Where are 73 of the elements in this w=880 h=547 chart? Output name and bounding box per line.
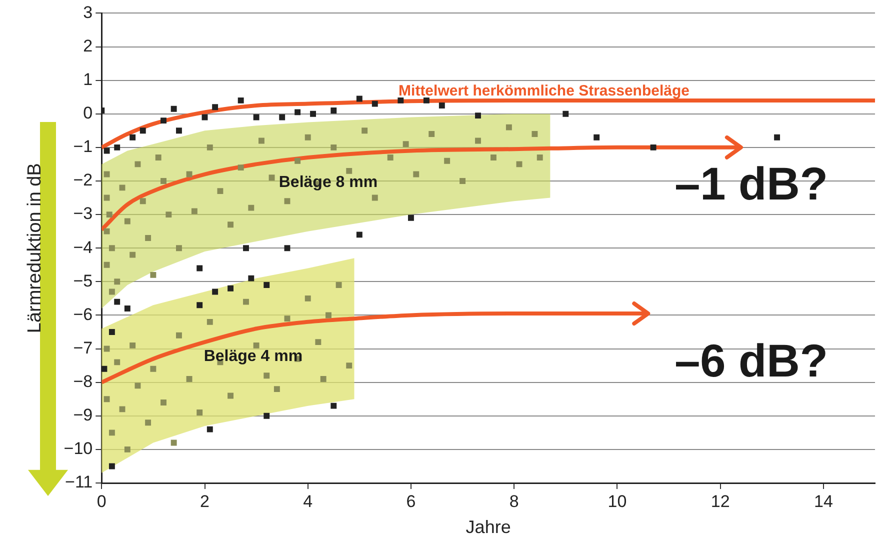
y-tick-label: 0 — [83, 104, 93, 123]
x-tick-label: 12 — [710, 492, 730, 511]
line-series — [102, 98, 875, 150]
point — [124, 306, 130, 312]
point — [238, 97, 244, 104]
x-tick-label: 6 — [406, 492, 416, 511]
x-tick-label: 4 — [303, 492, 313, 511]
point — [356, 232, 362, 238]
annotation: Beläge 4 mm — [204, 348, 303, 366]
point — [438, 102, 445, 108]
x-tick-label: 0 — [96, 492, 106, 511]
point — [228, 285, 234, 292]
x-axis-title: Jahre — [466, 517, 511, 538]
y-tick-label: 1 — [83, 70, 93, 89]
y-tick-label: 2 — [83, 36, 93, 56]
y-tick-label: −7 — [73, 338, 93, 358]
point — [310, 110, 316, 117]
point — [398, 97, 404, 104]
annotation: –1 dB? — [674, 158, 828, 210]
point — [114, 298, 120, 305]
point — [562, 110, 569, 117]
y-tick-label: −5 — [73, 271, 93, 290]
y-tick-label: −10 — [64, 439, 93, 458]
point — [475, 112, 481, 119]
point — [253, 114, 260, 120]
point — [102, 366, 108, 372]
point — [212, 104, 218, 110]
point — [196, 302, 203, 308]
point — [264, 412, 270, 419]
point — [176, 128, 182, 134]
x-tick-label: 8 — [509, 492, 519, 511]
y-tick-label: −2 — [73, 170, 93, 190]
x-tick-label: 10 — [608, 492, 627, 511]
point — [206, 426, 213, 432]
y-tick-label: −4 — [73, 238, 93, 257]
y-tick-label: −3 — [73, 204, 93, 224]
point — [330, 402, 337, 409]
annotation: Mittelwert herkömmliche Strassenbeläge — [398, 82, 690, 100]
point — [594, 134, 600, 140]
y-tick-label: −6 — [73, 304, 93, 324]
point — [284, 245, 290, 252]
x-tick-label: 14 — [814, 492, 833, 511]
point — [104, 148, 110, 154]
annotation: –6 dB? — [674, 334, 828, 386]
point — [356, 96, 362, 102]
y-tick-label: −9 — [73, 406, 93, 425]
point — [279, 114, 286, 120]
point — [170, 106, 177, 112]
point — [774, 134, 780, 140]
point — [650, 144, 656, 150]
point — [372, 100, 378, 107]
point — [264, 282, 270, 288]
point — [108, 329, 115, 335]
point — [243, 245, 249, 252]
y-axis-title: Lärmreduktion in dB — [24, 163, 46, 334]
y-tick-label: −8 — [73, 372, 93, 392]
point — [248, 275, 254, 282]
point — [114, 144, 120, 150]
point — [212, 288, 218, 295]
y-tick-label: 3 — [83, 2, 93, 22]
point — [140, 128, 146, 134]
point — [108, 463, 115, 470]
x-tick-label: 2 — [200, 492, 210, 511]
point — [196, 265, 203, 272]
point — [130, 134, 136, 140]
point — [408, 214, 414, 221]
y-tick-label: −1 — [73, 137, 93, 156]
y-tick-label: −11 — [65, 472, 93, 492]
point — [294, 109, 301, 116]
point — [330, 108, 337, 114]
point — [160, 118, 166, 124]
point — [423, 97, 430, 104]
annotation: Beläge 8 mm — [278, 174, 378, 192]
